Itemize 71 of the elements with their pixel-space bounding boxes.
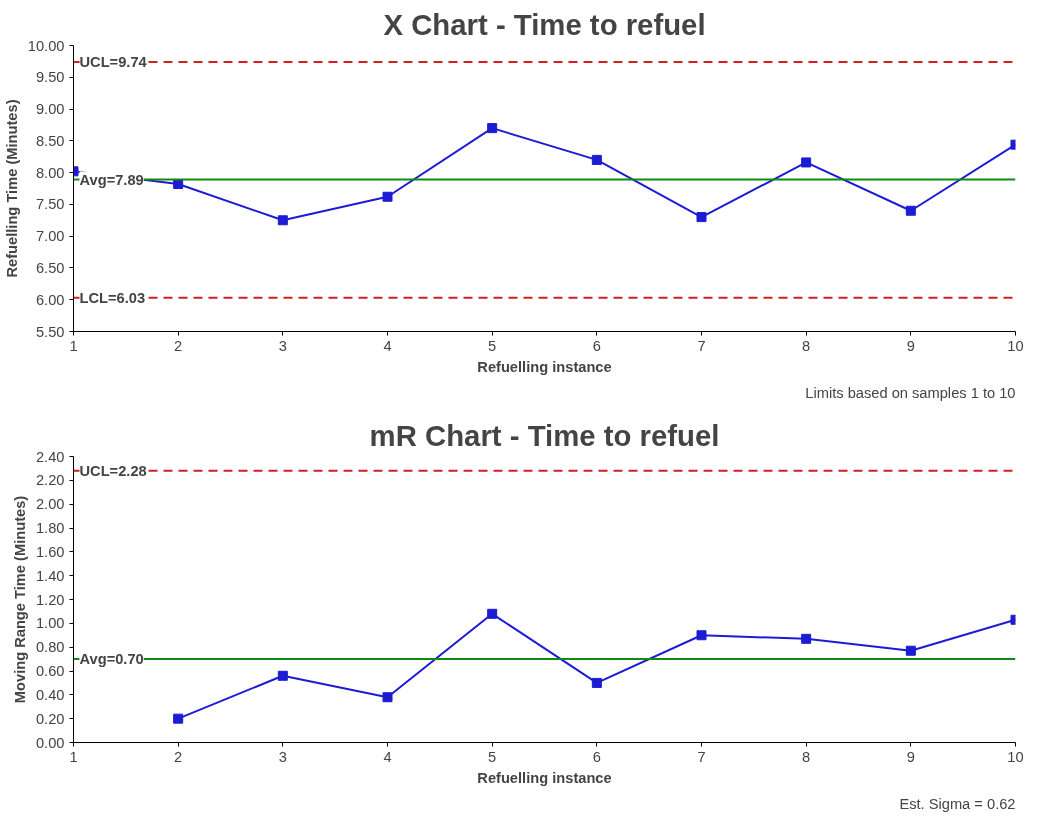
point (905, 205, 916, 216)
point (277, 215, 288, 226)
x-tick-label: 8 (802, 748, 811, 765)
ref-line-label: UCL=2.28 (79, 462, 147, 479)
x-tick-label: 2 (174, 337, 183, 354)
y-tick-label: 0.00 (35, 734, 65, 751)
x-tick-label: 5 (488, 748, 497, 765)
x-tick-label: 4 (383, 748, 392, 765)
y-tick-label: 6.00 (35, 291, 65, 308)
x-tick-label: 1 (69, 337, 78, 354)
y-tick-label: 1.80 (35, 520, 65, 536)
ref-line-label: Avg=0.70 (79, 651, 144, 668)
chart-title: X Chart - Time to refuel (383, 7, 706, 41)
point (382, 191, 393, 202)
y-tick-label: 1.60 (35, 543, 65, 560)
point (696, 212, 707, 223)
point (487, 123, 498, 134)
point (382, 692, 393, 703)
y-tick-label: 0.60 (35, 663, 65, 679)
y-tick-label: 8.50 (35, 132, 65, 149)
x-axis-title: Refuelling instance (477, 358, 612, 375)
y-tick-label: 10.00 (27, 37, 65, 54)
y-tick-label: 1.40 (35, 567, 65, 584)
x-tick-label: 6 (592, 748, 601, 765)
point (487, 608, 498, 619)
y-tick-label: 1.20 (35, 591, 65, 608)
point (696, 630, 707, 641)
x-tick-label: 3 (278, 337, 287, 354)
text: Limits based on samples 1 to 10 (805, 384, 1016, 401)
y-tick-label: 2.40 (35, 448, 65, 465)
y-tick-label: 8.00 (35, 164, 65, 181)
x-tick-label: 1 (69, 748, 78, 765)
x-axis-title: Refuelling instance (477, 769, 612, 786)
y-tick-label: 1.00 (35, 615, 65, 632)
y-tick-label: 5.50 (35, 323, 65, 340)
x-tick-label: 8 (802, 337, 811, 354)
ref-line-label: Avg=7.89 (79, 171, 144, 188)
x-tick-label: 7 (697, 748, 706, 765)
y-tick-label: 9.00 (35, 101, 65, 118)
ref-line-label: UCL=9.74 (79, 54, 148, 71)
y-tick-label: 0.20 (35, 710, 65, 727)
y-tick-label: 2.00 (35, 496, 65, 513)
point (591, 677, 602, 688)
point (277, 670, 288, 681)
ref-line-label: LCL=6.03 (79, 289, 146, 306)
x-tick-label: 5 (488, 337, 497, 354)
y-axis-title: Refuelling Time (Minutes) (3, 99, 20, 278)
point (801, 633, 812, 644)
x-tick-label: 6 (592, 337, 601, 354)
y-tick-label: 2.20 (35, 472, 65, 489)
x-tick-label: 9 (906, 337, 915, 354)
x-tick-label: 10 (1007, 337, 1024, 354)
y-tick-label: 9.50 (35, 69, 65, 86)
x-tick-label: 9 (906, 748, 915, 765)
text: Est. Sigma = 0.62 (899, 795, 1016, 812)
y-tick-label: 7.00 (35, 228, 65, 245)
x-tick-label: 10 (1007, 748, 1024, 765)
y-tick-label: 7.50 (35, 196, 65, 213)
y-tick-label: 0.80 (35, 639, 65, 656)
point (173, 713, 184, 724)
point (905, 645, 916, 656)
x-tick-label: 7 (697, 337, 706, 354)
point (591, 154, 602, 165)
chart-title: mR Chart - Time to refuel (369, 418, 720, 452)
x-tick-label: 4 (383, 337, 392, 354)
y-tick-label: 6.50 (35, 259, 65, 276)
point (801, 157, 812, 168)
y-tick-label: 0.40 (35, 686, 65, 703)
y-axis-title: Moving Range Time (Minutes) (11, 495, 28, 704)
x-tick-label: 3 (278, 748, 287, 765)
x-tick-label: 2 (174, 748, 183, 765)
